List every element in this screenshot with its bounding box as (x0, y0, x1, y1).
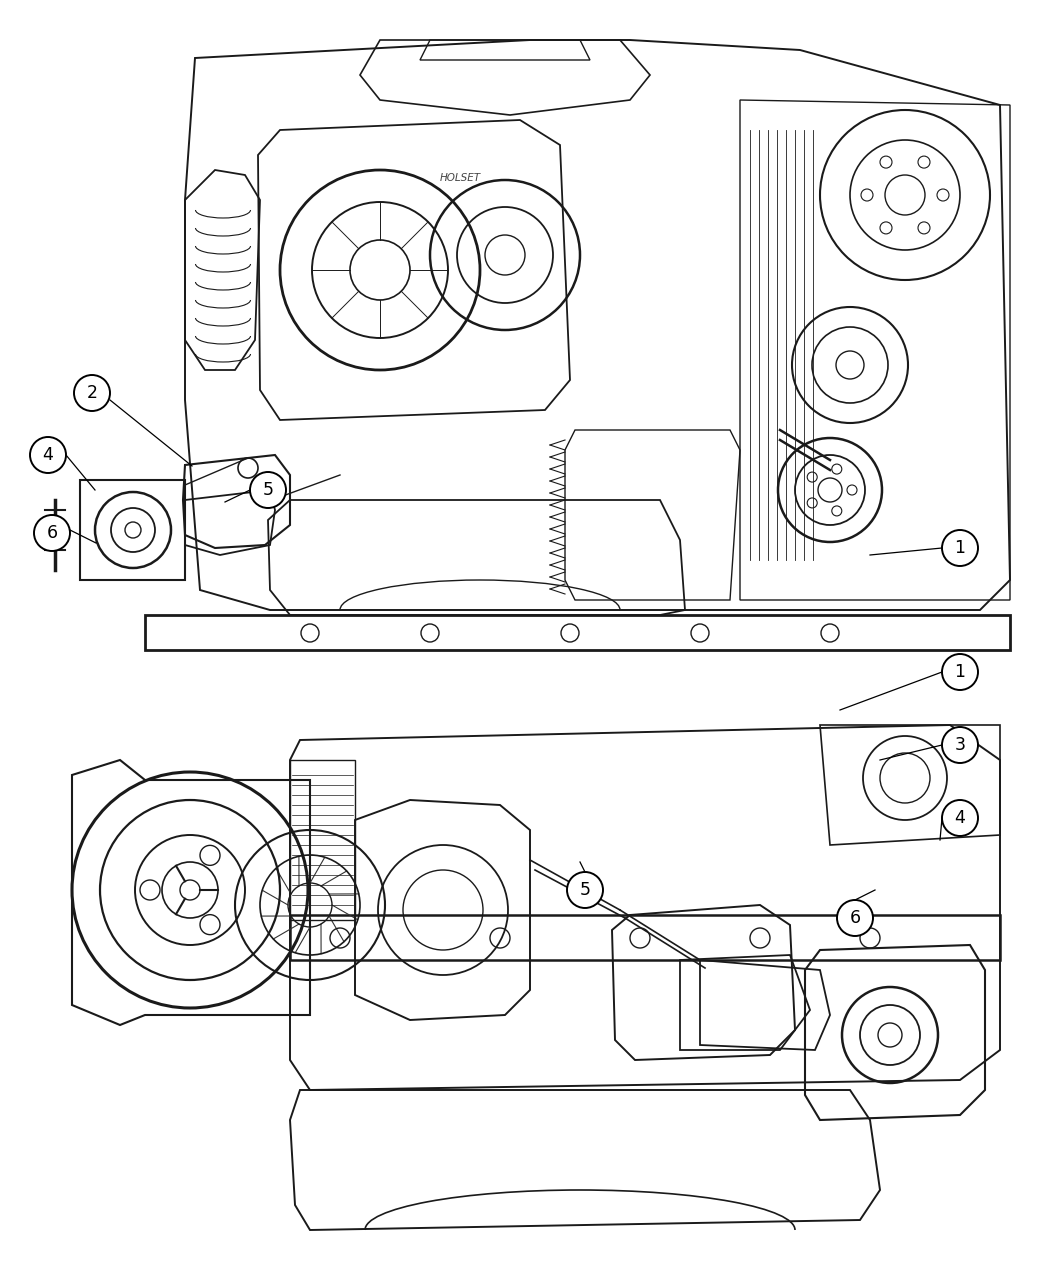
Text: 6: 6 (849, 909, 861, 927)
Text: 4: 4 (954, 810, 965, 827)
Text: 1: 1 (954, 539, 966, 557)
Circle shape (942, 799, 978, 836)
Circle shape (567, 872, 603, 908)
Text: 4: 4 (43, 446, 54, 464)
Text: 6: 6 (46, 524, 58, 542)
Text: 5: 5 (262, 481, 273, 499)
Circle shape (837, 900, 873, 936)
Circle shape (942, 654, 978, 690)
Text: 2: 2 (86, 384, 98, 402)
Circle shape (942, 727, 978, 762)
Text: 3: 3 (954, 736, 966, 754)
Circle shape (942, 530, 978, 566)
Circle shape (250, 472, 286, 507)
Circle shape (30, 437, 66, 473)
Circle shape (34, 515, 70, 551)
Text: HOLSET: HOLSET (440, 173, 481, 184)
Text: 1: 1 (954, 663, 966, 681)
Circle shape (74, 375, 110, 411)
Text: 5: 5 (580, 881, 590, 899)
